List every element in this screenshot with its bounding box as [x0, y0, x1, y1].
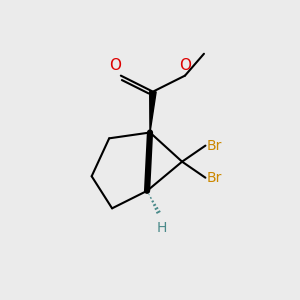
- Text: O: O: [110, 58, 122, 73]
- Text: Br: Br: [207, 139, 222, 153]
- Text: Br: Br: [207, 171, 222, 185]
- Text: H: H: [157, 221, 167, 235]
- Text: O: O: [179, 58, 191, 73]
- Polygon shape: [150, 92, 156, 133]
